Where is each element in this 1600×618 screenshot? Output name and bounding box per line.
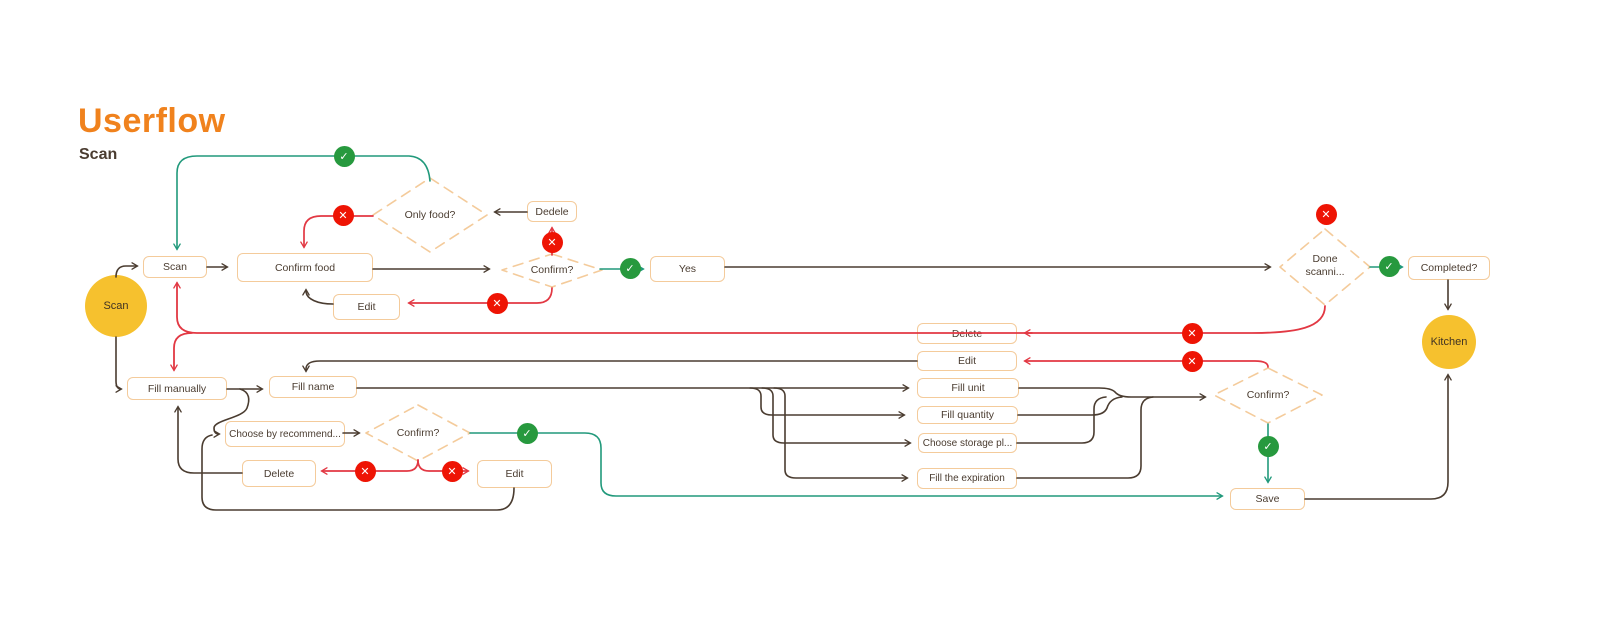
edge-confirm-right-no-to-edit-right	[1023, 357, 1269, 368]
diamond-done-scanning-label[interactable]: Done scanni...	[1305, 253, 1345, 278]
edge-fill-name-to-choose-storage	[761, 387, 912, 447]
cross-icon: ✕	[354, 460, 376, 482]
check-glyph: ✓	[339, 150, 349, 163]
node-fill-manually[interactable]: Fill manually	[127, 377, 227, 400]
edge-fill-unit-to-confirm-right	[1018, 387, 1207, 401]
cross-icon: ✕	[1181, 322, 1203, 344]
node-edit-lower-label: Edit	[505, 468, 524, 480]
cross-glyph: ✕	[1187, 327, 1197, 340]
end-circle-label: Kitchen	[1430, 336, 1468, 348]
page-title: Userflow	[78, 102, 226, 140]
edge-save-to-kitchen	[1304, 373, 1452, 500]
node-scan-label: Scan	[163, 261, 187, 273]
cross-icon: ✕	[1181, 350, 1203, 372]
check-glyph: ✓	[1263, 440, 1273, 453]
node-delete-right[interactable]: Delete	[917, 323, 1017, 344]
check-glyph: ✓	[625, 262, 635, 275]
edge-confirm-mid-no-to-edit-top	[407, 287, 553, 307]
node-scan[interactable]: Scan	[143, 256, 207, 278]
node-fill-expiration-label: Fill the expiration	[929, 473, 1005, 484]
edge-fill-expiration-merge	[1016, 396, 1154, 479]
cross-icon: ✕	[441, 460, 463, 482]
cross-icon: ✕	[1315, 203, 1337, 225]
node-fill-name-label: Fill name	[291, 381, 335, 393]
node-fill-unit[interactable]: Fill unit	[917, 378, 1019, 398]
cross-glyph: ✕	[492, 297, 502, 310]
node-dedele-label: Dedele	[535, 205, 569, 218]
node-fill-quantity-label: Fill quantity	[940, 409, 995, 421]
edge-edit-right-to-fill-name	[302, 360, 918, 373]
node-edit-lower[interactable]: Edit	[477, 460, 552, 488]
edge-confirm-ll-yes-to-save	[469, 432, 1224, 500]
cross-glyph: ✕	[447, 465, 457, 478]
node-fill-manually-label: Fill manually	[147, 382, 207, 395]
node-delete-lower-label: Delete	[263, 467, 295, 480]
page-subtitle: Scan	[79, 146, 118, 163]
check-glyph: ✓	[522, 427, 532, 440]
end-circle-kitchen[interactable]: Kitchen	[1422, 315, 1476, 369]
node-choose-by-recommend[interactable]: Choose by recommend...	[225, 421, 345, 447]
node-edit-top[interactable]: Edit	[333, 294, 400, 320]
edge-fill-quantity-merge	[1017, 396, 1123, 416]
node-dedele[interactable]: Dedele	[527, 201, 577, 222]
edge-trunk-branch-to-fill-manually	[170, 332, 193, 372]
edge-edit-top-to-confirm-food	[302, 288, 334, 305]
start-circle-scan[interactable]: Scan	[85, 275, 147, 337]
node-completed-label: Completed?	[1420, 262, 1478, 274]
cross-icon: ✕	[332, 204, 354, 226]
cross-glyph: ✕	[1321, 208, 1331, 221]
edge-fill-name-to-fill-expiration	[773, 387, 909, 482]
cross-icon: ✕	[541, 231, 563, 253]
edge-fill-name-to-fill-quantity	[749, 387, 906, 419]
node-confirm-food[interactable]: Confirm food	[237, 253, 373, 282]
node-edit-top-label: Edit	[357, 301, 376, 313]
node-completed[interactable]: Completed?	[1408, 256, 1490, 280]
check-icon: ✓	[619, 257, 641, 279]
check-glyph: ✓	[1384, 260, 1394, 273]
check-icon: ✓	[1378, 255, 1400, 277]
node-fill-quantity[interactable]: Fill quantity	[917, 406, 1018, 424]
cross-glyph: ✕	[1187, 355, 1197, 368]
check-icon: ✓	[516, 422, 538, 444]
node-choose-storage-label: Choose storage pl...	[922, 437, 1013, 449]
node-fill-name[interactable]: Fill name	[269, 376, 357, 398]
check-icon: ✓	[1257, 435, 1279, 457]
node-edit-right[interactable]: Edit	[917, 351, 1017, 371]
node-delete-lower[interactable]: Delete	[242, 460, 316, 487]
node-fill-unit-label: Fill unit	[951, 382, 985, 394]
edge-only-food-yes-to-scan	[173, 155, 431, 251]
cross-glyph: ✕	[338, 209, 348, 222]
node-choose-by-recommend-label: Choose by recommend...	[229, 428, 341, 440]
cross-icon: ✕	[486, 292, 508, 314]
node-choose-storage[interactable]: Choose storage pl...	[918, 433, 1017, 453]
node-confirm-food-label: Confirm food	[274, 261, 336, 274]
node-save[interactable]: Save	[1230, 488, 1305, 510]
cross-glyph: ✕	[360, 465, 370, 478]
cross-glyph: ✕	[547, 236, 557, 249]
check-icon: ✓	[333, 145, 355, 167]
diamond-confirm-mid-label[interactable]: Confirm?	[530, 264, 574, 276]
node-delete-right-label: Delete	[951, 327, 983, 340]
node-yes-label: Yes	[678, 263, 697, 275]
start-circle-label: Scan	[103, 300, 129, 312]
edge-choose-storage-merge	[1016, 396, 1107, 444]
node-edit-right-label: Edit	[957, 355, 977, 367]
diamond-confirm-right-label[interactable]: Confirm?	[1246, 389, 1290, 401]
diamond-confirm-lower-left-label[interactable]: Confirm?	[396, 427, 440, 439]
edge-start-to-fill-manually	[115, 336, 123, 393]
diamond-only-food-label[interactable]: Only food?	[404, 209, 456, 221]
node-save-label: Save	[1255, 493, 1280, 505]
node-fill-expiration[interactable]: Fill the expiration	[917, 468, 1017, 489]
node-yes[interactable]: Yes	[650, 256, 725, 282]
